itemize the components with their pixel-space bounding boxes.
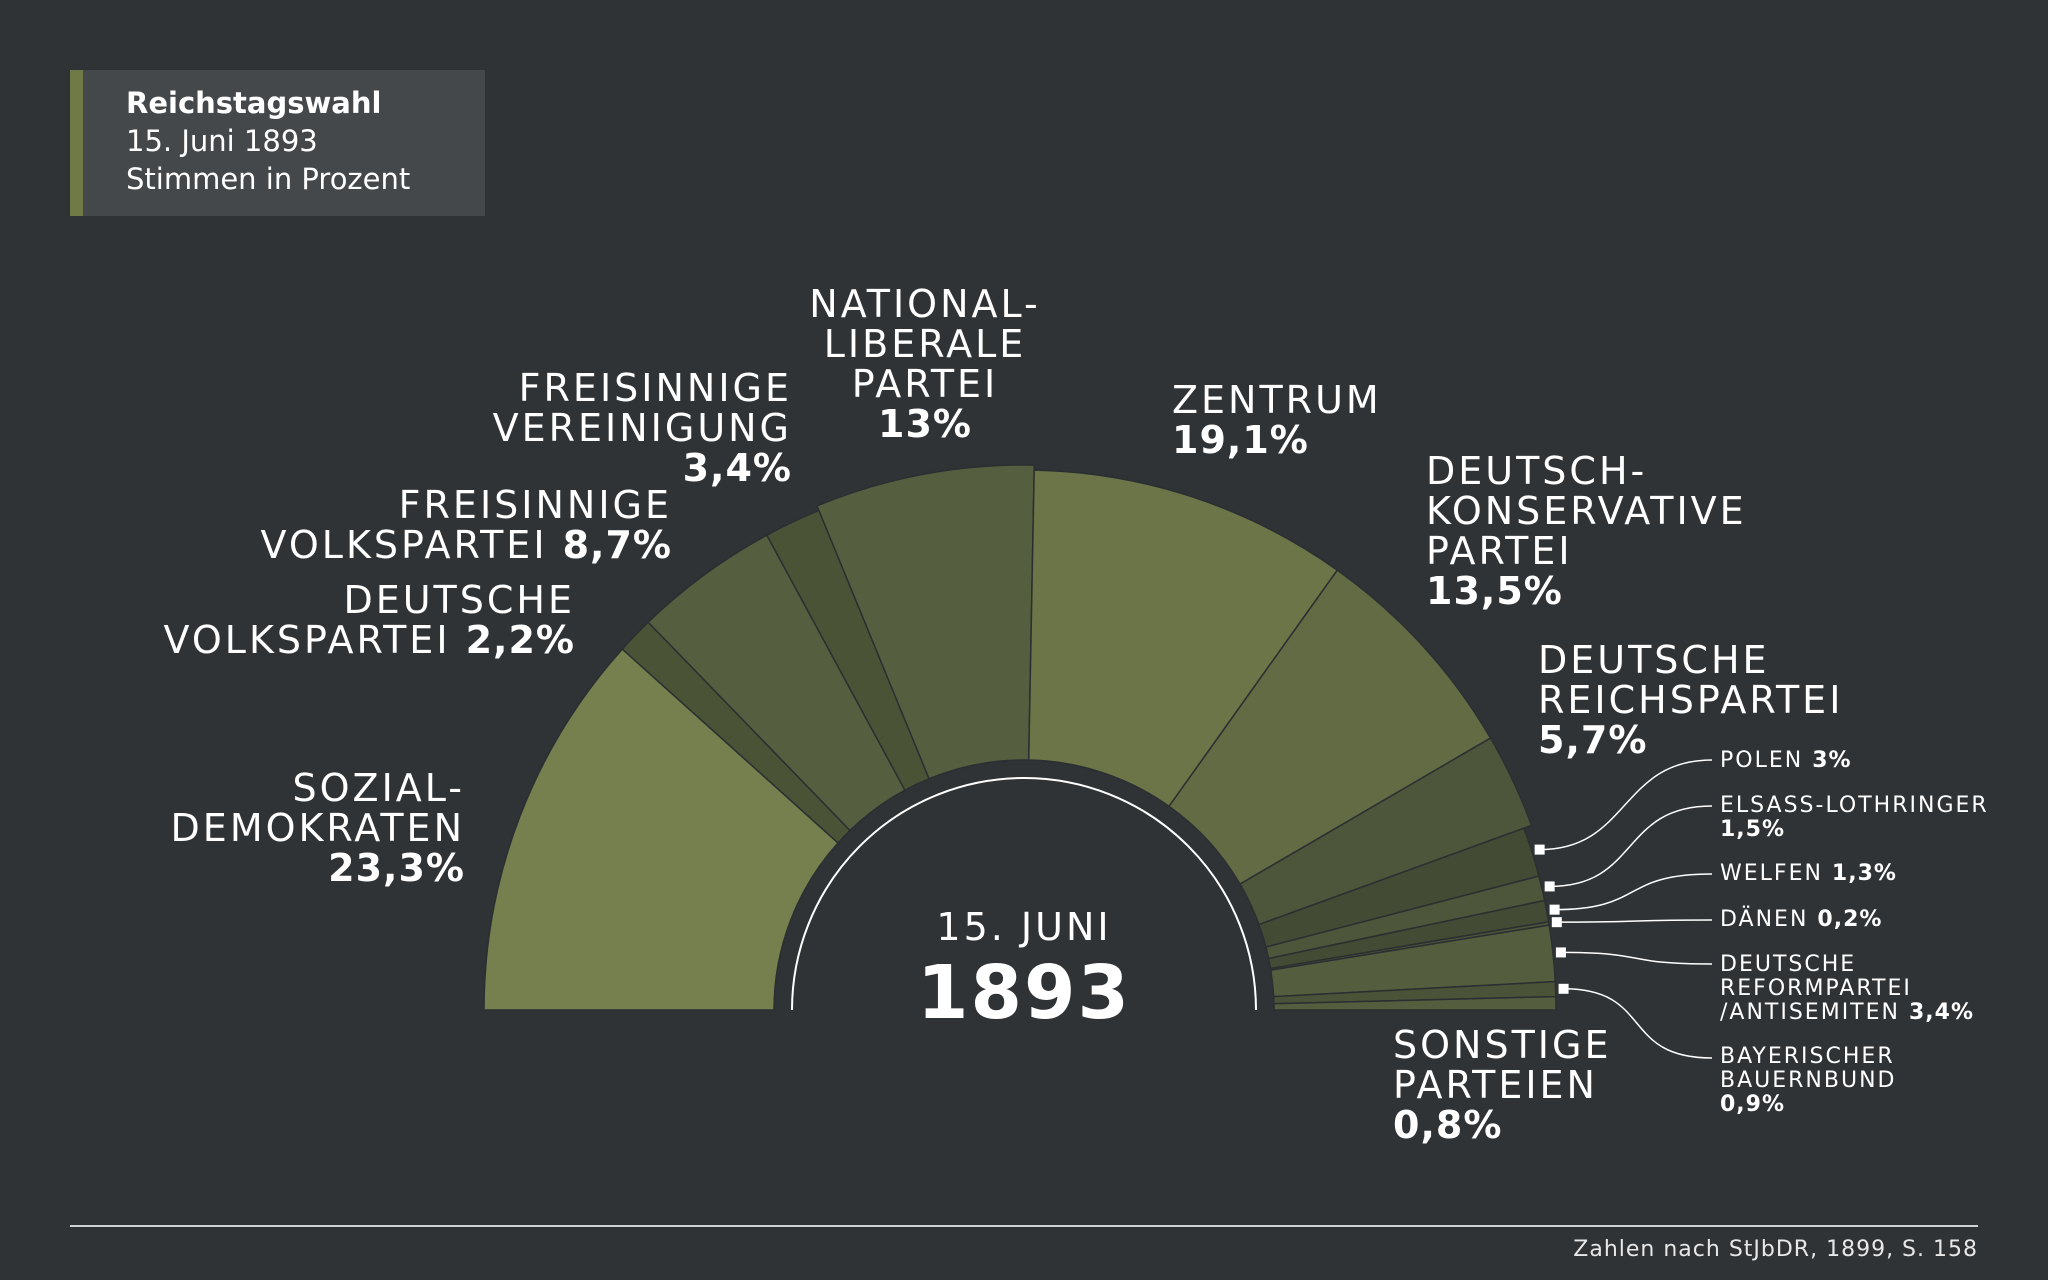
slice-4 bbox=[816, 464, 1036, 780]
pct-zentrum: 19,1% bbox=[1172, 418, 1309, 462]
label-zentrum: ZENTRUM 19,1% bbox=[1172, 378, 1382, 462]
pct-deutsche-reformpartei: 3,4% bbox=[1908, 1000, 1974, 1025]
leader-marker-12 bbox=[1555, 947, 1566, 958]
pct-elsass-lothringer: 1,5% bbox=[1720, 817, 1786, 842]
leader-line-12 bbox=[1560, 951, 1713, 965]
pct-freisinnige-vereinigung: 3,4% bbox=[682, 446, 792, 490]
leader-marker-8 bbox=[1534, 844, 1545, 855]
footer-divider bbox=[70, 1225, 1978, 1227]
pct-sozialdemokraten: 23,3% bbox=[328, 846, 465, 890]
leader-line-13 bbox=[1563, 988, 1713, 1059]
chart-date: 15. Juni 1893 bbox=[126, 124, 318, 158]
label-deutsche-volkspartei: DEUTSCHE VOLKSPARTEI 2,2% bbox=[163, 578, 575, 662]
label-deutschkonservative: DEUTSCH- KONSERVATIVE PARTEI 13,5% bbox=[1426, 449, 1747, 613]
pct-daenen: 0,2% bbox=[1817, 907, 1883, 932]
label-bayerischer-bauernbund: BAYERISCHER BAUERNBUND 0,9% bbox=[1720, 1044, 1897, 1117]
header-text: Reichstagswahl 15. Juni 1893 Stimmen in … bbox=[126, 84, 410, 198]
pct-welfen: 1,3% bbox=[1831, 861, 1897, 886]
pct-freisinnige-volkspartei: 8,7% bbox=[562, 523, 672, 567]
leader-line-9 bbox=[1549, 805, 1713, 888]
source-note: Zahlen nach StJbDR, 1899, S. 158 bbox=[1573, 1237, 1978, 1262]
pct-bayerischer-bauernbund: 0,9% bbox=[1720, 1092, 1786, 1117]
leader-line-10 bbox=[1554, 873, 1713, 911]
chart-subtitle: Stimmen in Prozent bbox=[126, 162, 411, 196]
label-sonstige-parteien: SONSTIGE PARTEIEN 0,8% bbox=[1393, 1023, 1612, 1147]
label-nationalliberale: NATIONAL- LIBERALE PARTEI 13% bbox=[809, 282, 1041, 446]
pct-sonstige-parteien: 0,8% bbox=[1393, 1103, 1503, 1147]
label-sozialdemokraten: SOZIAL- DEMOKRATEN 23,3% bbox=[170, 766, 465, 890]
leader-marker-10 bbox=[1549, 904, 1560, 915]
slice-5 bbox=[1027, 469, 1339, 808]
label-welfen: WELFEN 1,3% bbox=[1720, 861, 1897, 886]
inner-ring-outline bbox=[791, 777, 1257, 1011]
label-freisinnige-volkspartei: FREISINNIGE VOLKSPARTEI 8,7% bbox=[260, 483, 672, 567]
center-year: 1893 bbox=[917, 950, 1131, 1036]
leader-marker-13 bbox=[1558, 983, 1569, 994]
center-date: 15. JUNI bbox=[936, 905, 1112, 949]
label-polen: POLEN 3% bbox=[1720, 748, 1852, 773]
pct-deutsche-volkspartei: 2,2% bbox=[465, 618, 575, 662]
chart-header: Reichstagswahl 15. Juni 1893 Stimmen in … bbox=[70, 70, 485, 216]
header-accent-bar bbox=[70, 70, 83, 216]
slice-14 bbox=[1273, 995, 1557, 1011]
slice-0 bbox=[483, 648, 840, 1011]
leader-marker-11 bbox=[1551, 917, 1562, 928]
pct-polen: 3% bbox=[1812, 748, 1852, 773]
pct-nationalliberale: 13% bbox=[878, 402, 972, 446]
label-daenen: DÄNEN 0,2% bbox=[1720, 907, 1883, 932]
leader-marker-9 bbox=[1544, 881, 1555, 892]
leader-line-11 bbox=[1556, 919, 1713, 923]
pct-deutschkonservative: 13,5% bbox=[1426, 569, 1563, 613]
label-deutsche-reichspartei: DEUTSCHE REICHSPARTEI 5,7% bbox=[1538, 638, 1844, 762]
pct-deutsche-reichspartei: 5,7% bbox=[1538, 718, 1648, 762]
label-elsass-lothringer: ELSASS-LOTHRINGER 1,5% bbox=[1720, 793, 1989, 842]
chart-title: Reichstagswahl bbox=[126, 86, 382, 120]
leader-line-8 bbox=[1539, 759, 1713, 851]
label-deutsche-reformpartei: DEUTSCHE REFORMPARTEI/ANTISEMITEN 3,4% bbox=[1720, 952, 1974, 1025]
label-freisinnige-vereinigung: FREISINNIGE VEREINIGUNG 3,4% bbox=[492, 366, 792, 490]
